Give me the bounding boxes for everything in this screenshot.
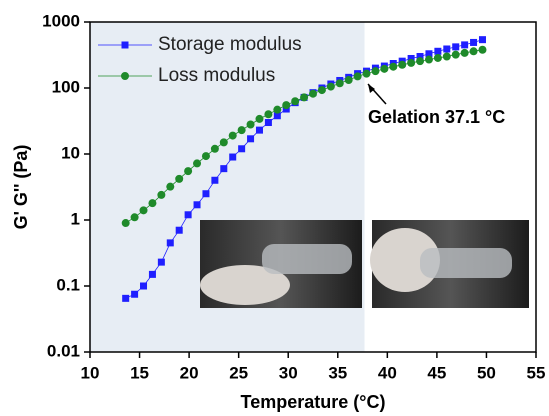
x-tick-label: 15 xyxy=(130,363,149,382)
marker xyxy=(193,159,201,167)
x-tick-label: 55 xyxy=(527,363,546,382)
marker xyxy=(157,191,165,199)
x-tick-label: 35 xyxy=(328,363,347,382)
vial xyxy=(420,248,512,278)
marker xyxy=(380,65,388,73)
marker xyxy=(354,72,362,80)
y-tick-label: 0.1 xyxy=(56,275,80,294)
marker xyxy=(443,53,451,61)
x-tick-label: 25 xyxy=(229,363,248,382)
marker xyxy=(238,145,245,152)
y-tick-label: 1 xyxy=(71,209,80,228)
marker xyxy=(158,259,165,266)
marker xyxy=(291,97,299,105)
marker xyxy=(194,201,201,208)
marker xyxy=(363,70,371,78)
marker xyxy=(309,90,317,98)
marker xyxy=(185,211,192,218)
chart: Temperature (°C) G' G'' (Pa) Gelation 37… xyxy=(0,0,549,416)
marker xyxy=(425,56,433,64)
marker xyxy=(256,127,263,134)
marker xyxy=(131,213,139,221)
marker xyxy=(478,46,486,54)
marker xyxy=(184,167,192,175)
marker xyxy=(273,106,281,114)
marker xyxy=(282,101,290,109)
marker xyxy=(166,183,174,191)
marker xyxy=(461,41,468,48)
marker xyxy=(434,54,442,62)
marker xyxy=(140,283,147,290)
marker xyxy=(327,83,335,91)
marker xyxy=(470,39,477,46)
marker xyxy=(247,135,254,142)
marker xyxy=(202,152,210,160)
marker xyxy=(443,45,450,52)
marker xyxy=(434,48,441,55)
legend-marker xyxy=(122,42,129,49)
marker xyxy=(371,67,379,75)
marker xyxy=(389,63,397,71)
legend-marker xyxy=(121,72,129,80)
marker xyxy=(229,132,237,140)
marker xyxy=(452,51,460,59)
marker xyxy=(122,219,130,227)
marker xyxy=(247,120,255,128)
marker xyxy=(175,175,183,183)
marker xyxy=(300,93,308,101)
marker xyxy=(229,154,236,161)
y-tick-label: 100 xyxy=(52,77,80,96)
marker xyxy=(238,126,246,134)
marker xyxy=(148,199,156,207)
x-tick-label: 40 xyxy=(378,363,397,382)
marker xyxy=(255,115,263,123)
marker xyxy=(122,295,129,302)
marker xyxy=(265,119,272,126)
marker xyxy=(336,79,344,87)
y-tick-label: 0.01 xyxy=(47,341,80,360)
marker xyxy=(318,86,326,94)
marker xyxy=(461,49,469,57)
marker xyxy=(211,145,219,153)
annotation: Gelation 37.1 °C xyxy=(368,107,505,127)
marker xyxy=(407,59,415,67)
marker xyxy=(398,61,406,69)
marker xyxy=(176,227,183,234)
marker xyxy=(167,239,174,246)
x-tick-label: 20 xyxy=(180,363,199,382)
marker xyxy=(220,138,228,146)
y-tick-label: 10 xyxy=(61,143,80,162)
marker xyxy=(211,177,218,184)
x-axis-title: Temperature (°C) xyxy=(241,392,386,412)
x-tick-label: 10 xyxy=(81,363,100,382)
y-axis-title: G' G'' (Pa) xyxy=(11,145,31,230)
marker xyxy=(452,43,459,50)
x-tick-label: 45 xyxy=(427,363,446,382)
marker xyxy=(345,76,353,84)
x-tick-label: 50 xyxy=(477,363,496,382)
marker xyxy=(131,291,138,298)
marker xyxy=(140,206,148,214)
marker xyxy=(220,165,227,172)
marker xyxy=(202,190,209,197)
legend-label: Loss modulus xyxy=(158,65,275,86)
marker xyxy=(416,57,424,65)
marker xyxy=(149,271,156,278)
legend-label: Storage modulus xyxy=(158,34,302,55)
marker xyxy=(470,47,478,55)
marker xyxy=(264,110,272,118)
x-tick-label: 30 xyxy=(279,363,298,382)
marker xyxy=(479,36,486,43)
y-tick-label: 1000 xyxy=(42,11,80,30)
vial xyxy=(262,244,352,274)
